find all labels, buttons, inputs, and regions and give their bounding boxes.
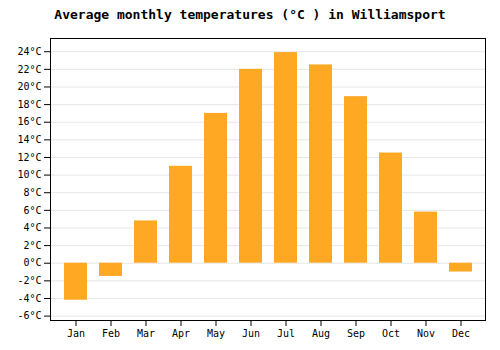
svg-text:-6°C: -6°C	[17, 310, 41, 321]
svg-text:10°C: 10°C	[17, 169, 41, 180]
svg-text:8°C: 8°C	[23, 187, 41, 198]
svg-text:Jan: Jan	[67, 328, 85, 339]
svg-text:24°C: 24°C	[17, 46, 41, 57]
svg-text:Aug: Aug	[312, 328, 330, 339]
svg-text:Jun: Jun	[242, 328, 260, 339]
svg-text:Apr: Apr	[172, 328, 190, 339]
svg-text:Dec: Dec	[452, 328, 470, 339]
svg-text:-2°C: -2°C	[17, 275, 41, 286]
svg-text:4°C: 4°C	[23, 222, 41, 233]
svg-text:0°C: 0°C	[23, 257, 41, 268]
svg-text:2°C: 2°C	[23, 240, 41, 251]
svg-text:14°C: 14°C	[17, 134, 41, 145]
svg-text:16°C: 16°C	[17, 116, 41, 127]
svg-text:Oct: Oct	[382, 328, 400, 339]
svg-text:12°C: 12°C	[17, 152, 41, 163]
svg-text:May: May	[207, 328, 225, 339]
svg-text:Feb: Feb	[102, 328, 120, 339]
svg-text:-4°C: -4°C	[17, 293, 41, 304]
svg-text:6°C: 6°C	[23, 205, 41, 216]
svg-text:Jul: Jul	[277, 328, 295, 339]
svg-text:18°C: 18°C	[17, 99, 41, 110]
svg-text:Sep: Sep	[347, 328, 365, 339]
svg-text:Nov: Nov	[417, 328, 435, 339]
html-text:Average monthly temperatures (: Average monthly temperatures (°C ) in Wi…	[54, 7, 446, 22]
svg-text:20°C: 20°C	[17, 81, 41, 92]
svg-text:22°C: 22°C	[17, 64, 41, 75]
svg-text:Mar: Mar	[137, 328, 155, 339]
